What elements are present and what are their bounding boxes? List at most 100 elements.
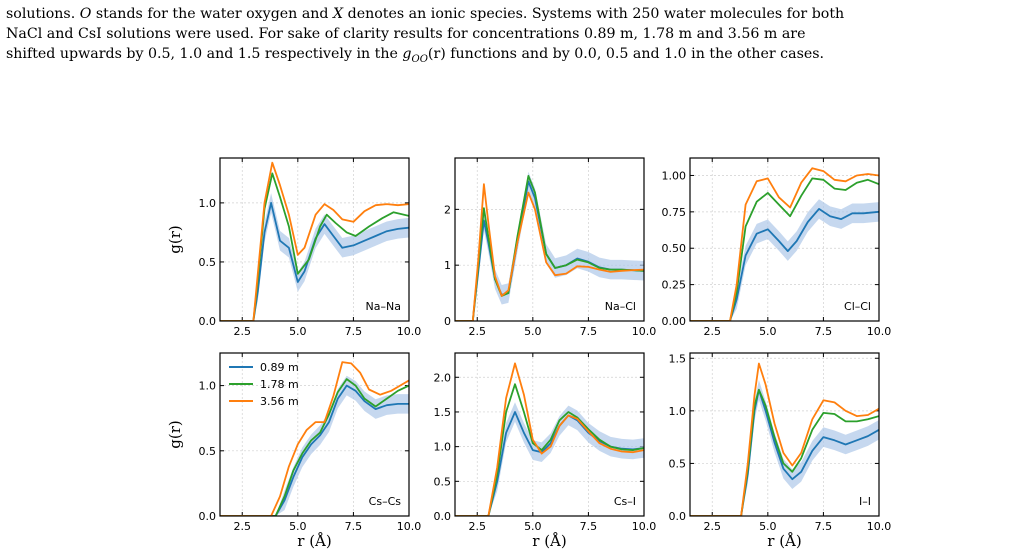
series-line-356 xyxy=(455,362,644,516)
panel-na-cl: 2.5 5.0 7.5 10.0 0 1 2 Na–Cl xyxy=(444,157,657,338)
panel-label: Cs–I xyxy=(614,495,636,508)
legend: 0.89 m 1.78 m 3.56 m xyxy=(229,361,299,408)
uncertainty-band xyxy=(220,193,409,321)
panel-na-na: 2.5 5.0 7.5 10.0 0.0 0.5 1.0 Na–Na g(r) xyxy=(166,157,422,338)
x-tick-label: 2.5 xyxy=(468,325,486,338)
series-line-178 xyxy=(455,174,644,321)
x-tick-label: 7.5 xyxy=(345,520,363,533)
x-tick-label: 5.0 xyxy=(289,520,307,533)
y-axis-label: g(r) xyxy=(166,420,184,448)
uncertainty-band xyxy=(455,402,644,516)
panel-label: Na–Na xyxy=(366,300,401,313)
x-tick-label: 2.5 xyxy=(233,325,251,338)
x-axis-label: r (Å) xyxy=(767,532,801,550)
panel-i-i: 2.5 5.0 7.5 10.0 0.0 0.5 1.0 1.5 I–I r (Å) xyxy=(669,352,892,550)
plot-area xyxy=(690,362,879,516)
series-line-178 xyxy=(455,383,644,516)
axes-frame xyxy=(219,157,410,322)
x-tick-label: 2.5 xyxy=(703,325,721,338)
series-line-089 xyxy=(220,384,409,516)
axes-frame xyxy=(219,352,410,517)
y-tick-label: 1.00 xyxy=(662,169,687,182)
x-tick-label: 2.5 xyxy=(468,520,486,533)
caption-line1: solutions. O stands for the water oxygen… xyxy=(6,6,845,22)
plot-area xyxy=(455,362,644,516)
x-tick-label: 10.0 xyxy=(632,325,657,338)
x-tick-label: 5.0 xyxy=(289,325,307,338)
panel-cs-cs: 2.5 5.0 7.5 10.0 0.0 0.5 1.0 Cs–Cs g(r) r (Å) xyxy=(166,352,422,550)
x-tick-label: 7.5 xyxy=(580,325,598,338)
y-tick-label: 0.5 xyxy=(434,475,452,488)
x-tick-label: 5.0 xyxy=(524,325,542,338)
y-tick-label: 0.5 xyxy=(669,457,687,470)
x-tick-label: 7.5 xyxy=(345,325,363,338)
x-tick-label: 2.5 xyxy=(703,520,721,533)
caption-line2: NaCl and CsI solutions were used. For sa… xyxy=(6,26,806,42)
uncertainty-band xyxy=(220,375,409,516)
plot-area xyxy=(220,361,409,516)
series-line-356 xyxy=(690,167,879,321)
plot-area xyxy=(455,171,644,321)
y-tick-label: 0.0 xyxy=(434,510,452,523)
y-tick-label: 1.0 xyxy=(199,380,217,393)
x-axis-label: r (Å) xyxy=(532,532,566,550)
legend-entry: 3.56 m xyxy=(260,395,299,408)
series-line-356 xyxy=(220,361,409,516)
axes-frame xyxy=(689,157,880,322)
y-tick-label: 0.5 xyxy=(199,445,217,458)
series-line-356 xyxy=(690,362,879,516)
x-tick-label: 5.0 xyxy=(524,520,542,533)
plot-area xyxy=(220,161,409,321)
panel-cl-cl: 2.5 5.0 7.5 10.0 0.00 0.25 0.50 0.75 1.00 Cl–Cl xyxy=(662,157,892,338)
panel-cs-i: 2.5 5.0 7.5 10.0 0.0 0.5 1.0 1.5 2.0 Cs–I r (Å) xyxy=(434,352,657,550)
figure-caption: solutions. O stands for the water oxygen… xyxy=(6,4,1021,70)
x-tick-label: 5.0 xyxy=(759,520,777,533)
panel-label: Cs–Cs xyxy=(369,495,402,508)
y-tick-label: 0.5 xyxy=(199,256,217,269)
plot-area xyxy=(690,167,879,321)
series-line-356 xyxy=(220,161,409,321)
y-tick-label: 0.50 xyxy=(662,242,687,255)
legend-entry: 1.78 m xyxy=(260,378,299,391)
panel-label: Na–Cl xyxy=(605,300,636,313)
y-tick-label: 1.5 xyxy=(669,352,687,365)
x-tick-label: 10.0 xyxy=(867,520,892,533)
x-tick-label: 2.5 xyxy=(233,520,251,533)
y-tick-label: 0.0 xyxy=(199,510,217,523)
axes-frame xyxy=(454,157,645,322)
x-tick-label: 10.0 xyxy=(632,520,657,533)
x-axis-label: r (Å) xyxy=(297,532,331,550)
y-axis-label: g(r) xyxy=(166,225,184,253)
y-tick-label: 0.25 xyxy=(662,279,687,292)
y-tick-label: 0.00 xyxy=(662,315,687,328)
y-tick-label: 1.0 xyxy=(199,197,217,210)
x-tick-label: 10.0 xyxy=(397,520,422,533)
panel-label: Cl–Cl xyxy=(844,300,871,313)
legend-entry: 0.89 m xyxy=(260,361,299,374)
x-tick-label: 7.5 xyxy=(815,520,833,533)
y-tick-label: 2.0 xyxy=(434,371,452,384)
x-tick-label: 7.5 xyxy=(815,325,833,338)
x-tick-label: 5.0 xyxy=(759,325,777,338)
x-tick-label: 10.0 xyxy=(867,325,892,338)
series-line-178 xyxy=(220,378,409,516)
panel-label: I–I xyxy=(859,495,871,508)
axes-frame xyxy=(689,352,880,517)
y-tick-label: 1.0 xyxy=(669,405,687,418)
x-tick-label: 10.0 xyxy=(397,325,422,338)
y-tick-label: 1.0 xyxy=(434,441,452,454)
x-tick-label: 7.5 xyxy=(580,520,598,533)
y-tick-label: 1 xyxy=(444,259,451,272)
series-line-089 xyxy=(690,207,879,321)
y-tick-label: 0.0 xyxy=(199,315,217,328)
uncertainty-band xyxy=(690,380,879,516)
series-line-356 xyxy=(455,183,644,321)
y-tick-label: 2 xyxy=(444,203,451,216)
y-tick-label: 0 xyxy=(444,315,451,328)
caption-line3: shifted upwards by 0.5, 1.0 and 1.5 resp… xyxy=(6,46,825,65)
y-tick-label: 1.5 xyxy=(434,406,452,419)
series-line-178 xyxy=(690,177,879,321)
y-tick-label: 0.75 xyxy=(662,206,687,219)
axes-frame xyxy=(454,352,645,517)
